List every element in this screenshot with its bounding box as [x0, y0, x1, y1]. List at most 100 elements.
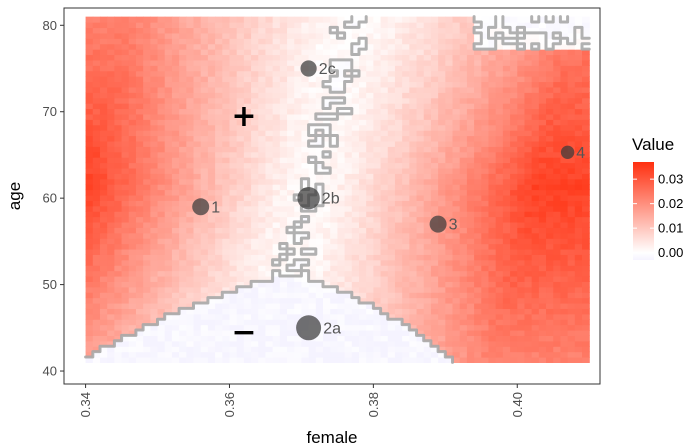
- heat-cell: [179, 173, 187, 180]
- heat-cell: [538, 189, 547, 196]
- heat-cell: [409, 265, 418, 272]
- heat-cell: [258, 97, 267, 104]
- heat-cell: [135, 194, 144, 201]
- heat-cell: [179, 297, 187, 304]
- heat-cell: [481, 49, 490, 56]
- heat-cell: [279, 205, 288, 212]
- heat-cell: [416, 340, 425, 347]
- heat-cell: [171, 324, 180, 331]
- heat-cell: [337, 22, 346, 29]
- heat-cell: [430, 54, 439, 61]
- heat-cell: [200, 194, 209, 201]
- heat-cell: [85, 200, 94, 207]
- heat-cell: [481, 92, 490, 99]
- heat-cell: [179, 254, 187, 261]
- heat-cell: [474, 49, 482, 56]
- heat-cell: [538, 356, 547, 363]
- heat-cell: [258, 356, 267, 363]
- heat-cell: [200, 49, 209, 56]
- heat-cell: [164, 167, 173, 174]
- heat-cell: [553, 38, 562, 45]
- heat-cell: [157, 167, 166, 174]
- heat-cell: [179, 292, 187, 299]
- heat-cell: [171, 205, 180, 212]
- heat-cell: [85, 59, 94, 66]
- heat-cell: [92, 184, 101, 191]
- heat-cell: [553, 248, 562, 255]
- heat-cell: [121, 27, 130, 34]
- heat-cell: [200, 216, 209, 223]
- heat-cell: [582, 22, 590, 29]
- heat-cell: [229, 97, 238, 104]
- heat-cell: [143, 275, 151, 282]
- heat-cell: [92, 43, 101, 50]
- heat-cell: [121, 329, 130, 336]
- heat-cell: [366, 157, 374, 164]
- heat-cell: [373, 335, 382, 342]
- heat-cell: [351, 232, 360, 239]
- heat-cell: [373, 227, 382, 234]
- heat-cell: [128, 103, 137, 110]
- heat-cell: [387, 200, 396, 207]
- heat-cell: [323, 124, 331, 131]
- heat-cell: [243, 351, 252, 358]
- heat-cell: [409, 270, 418, 277]
- heat-cell: [99, 308, 108, 315]
- heat-cell: [323, 76, 331, 83]
- heat-cell: [301, 49, 310, 56]
- heat-cell: [416, 346, 425, 353]
- heat-cell: [466, 292, 475, 299]
- heat-cell: [229, 302, 238, 309]
- heat-cell: [272, 227, 281, 234]
- heat-cell: [445, 189, 454, 196]
- heat-cell: [452, 70, 461, 77]
- heat-cell: [474, 119, 482, 126]
- heat-cell: [243, 259, 252, 266]
- heat-cell: [481, 286, 490, 293]
- heat-cell: [179, 346, 187, 353]
- heat-cell: [337, 59, 346, 66]
- heat-cell: [215, 157, 223, 164]
- heat-cell: [423, 151, 432, 158]
- heat-cell: [553, 49, 562, 56]
- heat-cell: [344, 286, 353, 293]
- heat-cell: [531, 335, 540, 342]
- heat-cell: [294, 167, 303, 174]
- heat-cell: [207, 270, 216, 277]
- heat-cell: [193, 297, 202, 304]
- heat-cell: [243, 270, 252, 277]
- heat-cell: [251, 254, 259, 261]
- heat-cell: [251, 167, 259, 174]
- heat-cell: [92, 232, 101, 239]
- heat-cell: [251, 297, 259, 304]
- heat-cell: [323, 259, 331, 266]
- heat-cell: [538, 319, 547, 326]
- heat-cell: [236, 194, 245, 201]
- heat-cell: [488, 281, 497, 288]
- heat-cell: [416, 38, 425, 45]
- heat-cell: [207, 265, 216, 272]
- heat-cell: [258, 265, 267, 272]
- heat-cell: [495, 54, 504, 61]
- heat-cell: [438, 265, 446, 272]
- heat-cell: [229, 162, 238, 169]
- heat-cell: [510, 248, 518, 255]
- heat-cell: [402, 254, 410, 261]
- heat-cell: [128, 27, 137, 34]
- heat-cell: [380, 184, 389, 191]
- heat-cell: [373, 281, 382, 288]
- heat-cell: [531, 346, 540, 353]
- heat-cell: [272, 43, 281, 50]
- heat-cell: [459, 238, 468, 245]
- heat-cell: [114, 81, 123, 88]
- heat-cell: [502, 43, 511, 50]
- heat-cell: [466, 157, 475, 164]
- heat-cell: [294, 92, 303, 99]
- heat-cell: [502, 32, 511, 39]
- heat-cell: [179, 16, 187, 23]
- heat-cell: [157, 54, 166, 61]
- heat-cell: [488, 189, 497, 196]
- heat-cell: [323, 243, 331, 250]
- heat-cell: [387, 151, 396, 158]
